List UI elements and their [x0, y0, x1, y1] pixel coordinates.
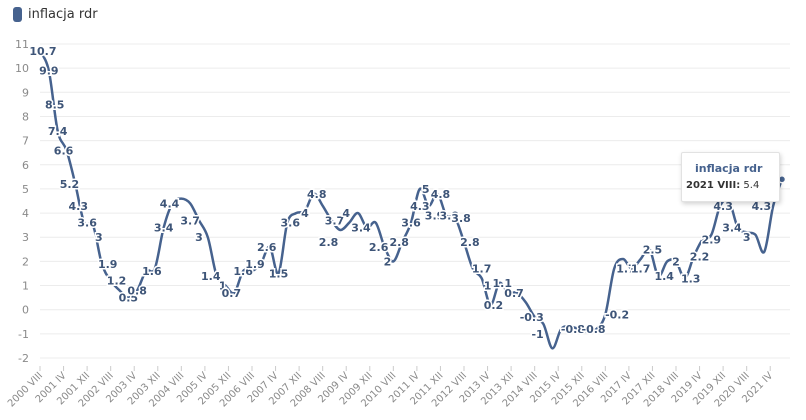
data-label: 1.6 [233, 265, 253, 278]
data-label: 6.6 [54, 144, 74, 157]
y-tick-label: 4 [22, 207, 29, 220]
tooltip-date: 2021 VIII: [686, 180, 741, 191]
data-label: 3.7 [325, 214, 345, 227]
data-label: 1.1 [493, 277, 513, 290]
y-tick-label: -2 [18, 352, 29, 365]
data-label: 4.4 [160, 197, 180, 210]
data-label: -0.8 [561, 323, 585, 336]
data-label: 1.6 [142, 265, 162, 278]
data-label: -0.8 [582, 323, 606, 336]
tooltip-value: 5.4 [743, 180, 760, 191]
data-label: 0.8 [127, 284, 147, 297]
data-label: 3.8 [451, 212, 471, 225]
data-label: 1.4 [201, 270, 221, 283]
data-label: 4 [301, 207, 309, 220]
data-label: 4 [342, 207, 350, 220]
data-label: 0.2 [484, 299, 504, 312]
data-label: 2.9 [702, 234, 722, 247]
data-label: 1.9 [245, 258, 265, 271]
y-tick-label: 10 [15, 62, 29, 75]
series-line-inflacja-rdr[interactable] [38, 49, 784, 350]
y-tick-label: 0 [22, 304, 29, 317]
data-label: 4.3 [410, 200, 430, 213]
data-label: 10.7 [29, 45, 56, 58]
data-label: 0.5 [119, 292, 139, 305]
data-label: 1 [219, 280, 227, 293]
data-label: 1.5 [269, 267, 289, 280]
data-label: 3.7 [180, 214, 200, 227]
data-label: 4.3 [69, 200, 89, 213]
data-label: 4.3 [752, 200, 772, 213]
data-label: 7.4 [48, 125, 68, 138]
data-label: 4.8 [307, 188, 327, 201]
data-label: -0.2 [605, 309, 629, 322]
y-tick-label: 5 [22, 183, 29, 196]
data-label: 2.8 [319, 236, 339, 249]
y-tick-label: 1 [22, 280, 29, 293]
legend-label: inflacja rdr [28, 7, 98, 22]
y-tick-label: 6 [22, 159, 29, 172]
y-tick-label: 2 [22, 255, 29, 268]
data-label: 1.7 [616, 263, 636, 276]
data-label: 3.6 [401, 217, 421, 230]
y-tick-label: 7 [22, 135, 29, 148]
data-label: 3 [743, 231, 751, 244]
data-label: 1 [484, 280, 492, 293]
data-label: 2.2 [690, 251, 710, 264]
data-label: -0.3 [520, 311, 544, 324]
data-label: 2.6 [369, 241, 389, 254]
data-label: 2.5 [643, 243, 663, 256]
data-label: 1.3 [681, 272, 701, 285]
data-label: 5.2 [60, 178, 80, 191]
grid-lines [40, 43, 790, 359]
tooltip-series: inflacja rdr [695, 162, 763, 175]
data-label: 2 [672, 255, 680, 268]
data-label: 5 [422, 183, 430, 196]
data-label: 1.9 [98, 258, 118, 271]
data-label: 2.6 [257, 241, 277, 254]
data-label: 9.9 [39, 65, 59, 78]
data-label: 2.8 [460, 236, 480, 249]
data-label: 1.7 [631, 263, 651, 276]
y-tick-label: -1 [18, 328, 29, 341]
data-label: 8.5 [45, 98, 65, 111]
data-label: 1.4 [654, 270, 674, 283]
data-label: 3.4 [722, 222, 742, 235]
data-label: 0.7 [504, 287, 524, 300]
data-label: 4.8 [431, 188, 451, 201]
y-tick-label: 9 [22, 86, 29, 99]
data-label: 3.9 [440, 209, 460, 222]
data-labels: 10.79.98.57.46.65.24.33.631.91.20.50.81.… [28, 44, 781, 343]
data-label: 3.9 [425, 209, 445, 222]
legend[interactable]: inflacja rdr [13, 7, 98, 22]
data-label: 3.4 [154, 222, 174, 235]
data-label: 2 [384, 255, 392, 268]
data-label: 2.8 [389, 236, 409, 249]
y-axis-labels: -2 -1 0 1 2 3 4 5 6 7 8 9 10 11 [15, 38, 29, 365]
y-tick-label: 3 [22, 231, 29, 244]
data-label: 1.2 [107, 275, 127, 288]
data-label: 1.7 [472, 263, 492, 276]
y-tick-label: 11 [15, 38, 29, 51]
data-label: 3.4 [351, 222, 371, 235]
data-label: -1 [531, 328, 543, 341]
data-label: 3.6 [281, 217, 301, 230]
data-label: 3 [195, 231, 203, 244]
data-label: 4.3 [713, 200, 733, 213]
y-tick-label: 8 [22, 110, 29, 123]
legend-swatch [13, 7, 22, 22]
data-label: 3 [95, 231, 103, 244]
tooltip-row: 2021 VIII: 5.4 [686, 180, 759, 191]
tooltip: inflacja rdr 2021 VIII: 5.4 [681, 152, 780, 202]
data-label: 3.6 [77, 217, 97, 230]
data-label: 0.7 [222, 287, 242, 300]
